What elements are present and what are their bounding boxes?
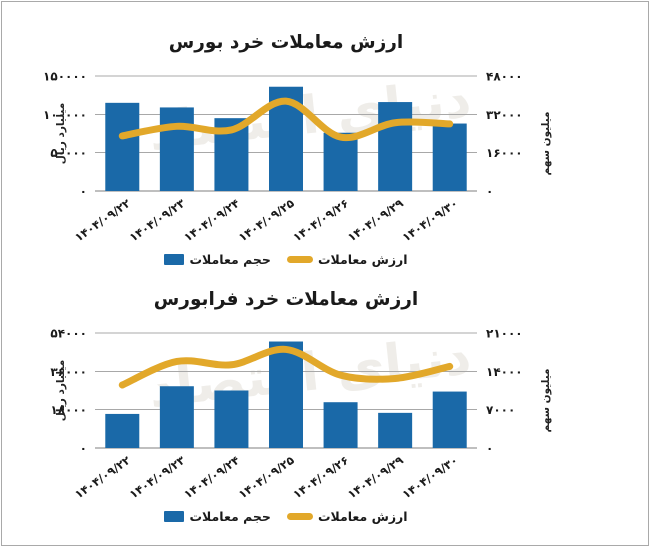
value-legend-label: ارزش معاملات [317, 509, 408, 524]
volume-bar [105, 413, 140, 448]
left-axis-tick-label: ۵۰۰۰۰ [50, 146, 87, 160]
volume-bar [159, 107, 194, 191]
x-axis-date-label: ۱۴۰۴/۰۹/۲۳ [127, 196, 188, 244]
x-axis-date-label: ۱۴۰۴/۰۹/۲۴ [181, 453, 242, 501]
right-axis-tick-label: ۷۰۰۰ [486, 403, 515, 417]
right-axis-tick-label: ۱۶۰۰۰ [486, 146, 523, 160]
left-axis-tick-label: ۰ [80, 442, 87, 456]
left-axis-tick-label: ۱۵۰۰۰۰ [43, 70, 87, 84]
value-line [118, 97, 454, 142]
bourse-chart-plot: ۱۵۰۰۰۰ ۱۰۰۰۰۰ ۵۰۰۰۰ ۰ ۴۸۰۰۰ ۳۲۰۰۰ ۱۶۰۰۰ ۰ میلیار… [43, 70, 552, 245]
left-axis-tick-label: ۱۰۰۰۰۰ [43, 108, 87, 122]
value-line [118, 345, 454, 389]
volume-bar [214, 390, 249, 448]
volume-bar [323, 402, 358, 448]
chart-title-bourse: ارزش معاملات خرد بورس [168, 32, 404, 53]
left-axis-tick-label: ۰ [80, 185, 87, 199]
x-axis-date-label: ۱۴۰۴/۰۹/۲۲ [72, 196, 133, 244]
volume-bar [269, 341, 303, 448]
right-axis-tick-label: ۴۸۰۰۰ [486, 70, 523, 84]
left-axis-tick-label: ۵۴۰۰۰ [50, 327, 87, 341]
x-axis-date-label: ۱۴۰۴/۰۹/۲۳ [127, 453, 188, 501]
volume-bar [378, 102, 413, 191]
right-axis-title: میلیون سهم [540, 111, 552, 175]
bourse-retail-chart: دنیای اقتصاد ارزش معاملات خرد بورس ۱۵۰۰۰… [0, 26, 650, 280]
x-axis-date-label: ۱۴۰۴/۰۹/۳۰ [400, 453, 461, 501]
right-axis-tick-label: ۰ [486, 442, 493, 456]
x-axis-date-label: ۱۴۰۴/۰۹/۲۵ [236, 453, 297, 501]
volume-bar [378, 412, 413, 448]
chart-legend: حجم معاملات ارزش معاملات [95, 509, 477, 524]
chart-title-farabourse: ارزش معاملات خرد فرابورس [153, 289, 419, 310]
right-axis-tick-label: ۳۲۰۰۰ [486, 108, 523, 122]
value-legend-swatch [286, 513, 313, 520]
right-axis-tick-label: ۱۴۰۰۰ [486, 365, 523, 379]
volume-legend-swatch [164, 511, 185, 522]
value-legend-label: ارزش معاملات [317, 252, 408, 267]
x-axis-date-label: ۱۴۰۴/۰۹/۲۹ [345, 453, 406, 501]
x-axis-date-label: ۱۴۰۴/۰۹/۲۹ [345, 196, 406, 244]
right-axis-tick-label: ۲۱۰۰۰ [486, 327, 523, 341]
volume-bar [105, 102, 140, 191]
volume-bar [432, 123, 467, 191]
x-axis-date-label: ۱۴۰۴/۰۹/۳۰ [400, 196, 461, 244]
x-axis-date-label: ۱۴۰۴/۰۹/۲۵ [236, 196, 297, 244]
volume-legend-label: حجم معاملات [189, 252, 271, 267]
volume-bar [323, 132, 358, 191]
x-axis-date-label: ۱۴۰۴/۰۹/۲۶ [290, 453, 351, 501]
volume-bar [159, 386, 194, 448]
volume-bar [432, 391, 467, 448]
left-axis-tick-label: ۱۸۰۰۰ [50, 403, 87, 417]
left-axis-title: میلیارد ریال [55, 103, 67, 164]
farabourse-retail-chart: دنیای اقتصاد ارزش معاملات خرد فرابورس ۵۴… [0, 283, 650, 537]
left-axis-title: میلیارد ریال [55, 360, 67, 421]
volume-legend-swatch [164, 254, 185, 265]
volume-legend-label: حجم معاملات [189, 509, 271, 524]
x-axis-date-label: ۱۴۰۴/۰۹/۲۲ [72, 453, 133, 501]
right-axis-title: میلیون سهم [540, 368, 552, 432]
left-axis-tick-label: ۳۶۰۰۰ [50, 365, 87, 379]
chart-legend: حجم معاملات ارزش معاملات [95, 252, 477, 267]
x-axis-date-label: ۱۴۰۴/۰۹/۲۶ [290, 196, 351, 244]
value-legend-swatch [286, 256, 313, 263]
farabourse-chart-plot: ۵۴۰۰۰ ۳۶۰۰۰ ۱۸۰۰۰ ۰ ۲۱۰۰۰ ۱۴۰۰۰ ۷۰۰۰ ۰ میلیارد ر… [50, 327, 552, 502]
right-axis-tick-label: ۰ [486, 185, 493, 199]
x-axis-date-label: ۱۴۰۴/۰۹/۲۴ [181, 196, 242, 244]
